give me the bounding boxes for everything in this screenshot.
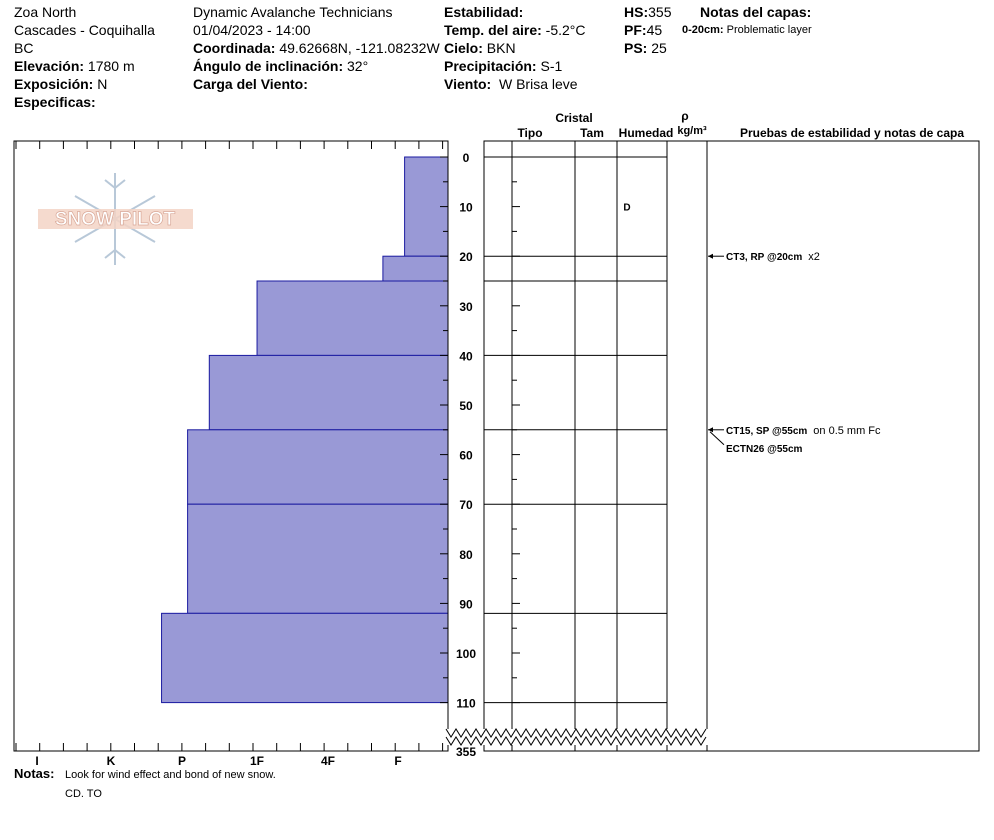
hardness-label-I: I (35, 754, 38, 768)
layer-notes-title: Notas del capas: (700, 4, 812, 20)
depth-label-70: 70 (459, 498, 473, 512)
incline-label: Ángulo de inclinación: (193, 58, 344, 74)
depth-label-40: 40 (459, 349, 473, 363)
specifics-label: Especificas: (14, 94, 96, 110)
wind-value: W Brisa leve (498, 76, 578, 92)
precip-value: S-1 (540, 58, 563, 74)
hardness-frame (13, 140, 449, 752)
air-temp-label: Temp. del aire: (444, 22, 542, 38)
hardness-label-F: F (394, 754, 401, 768)
depth-axis-labels: 0 10 20 30 40 50 60 70 80 90 100 110 355 (440, 151, 476, 759)
hardness-tick-marks (15, 141, 444, 751)
hardness-layers (161, 156, 449, 704)
wind-load-label: Carga del Viento: (193, 76, 308, 92)
sky-label: Cielo: (444, 40, 483, 56)
layer-note-range: 0-20cm: (682, 24, 724, 36)
col-rho: ρ (681, 109, 688, 123)
elevation-value: 1780 m (87, 58, 135, 74)
depth-label-50: 50 (459, 399, 473, 413)
col-humedad: Humedad (619, 126, 674, 140)
depth-label-110: 110 (456, 697, 476, 711)
hs-value: 355 (648, 4, 672, 20)
sky-value: BKN (486, 40, 516, 56)
depth-label-0: 0 (463, 151, 470, 165)
hardness-axis-labels: I K P 1F 4F F (35, 754, 401, 768)
region-name: Cascades - Coquihalla (14, 22, 155, 38)
elevation-label: Elevación: (14, 58, 85, 74)
aspect-label: Exposición: (14, 76, 94, 92)
aspect-row: Exposición: N (14, 76, 107, 92)
col-cristal: Cristal (555, 111, 592, 125)
logo-text: SNOW PILOT (55, 209, 176, 230)
ps-value: 25 (651, 40, 667, 56)
coordinates-row: Coordinada: 49.62668N, -121.08232W (193, 40, 440, 56)
notes-line-1: Look for wind effect and bond of new sno… (65, 769, 276, 781)
coordinates-label: Coordinada: (193, 40, 276, 56)
stability-test-note-0: x2 (808, 251, 820, 263)
hardness-layer-5 (187, 503, 449, 614)
air-temp-row: Temp. del aire: -5.2°C (444, 22, 586, 38)
depth-label-100: 100 (456, 647, 476, 661)
layer-note-row: 0-20cm: Problematic layer (682, 24, 812, 37)
stability-test-1: CT15, SP @55cm (726, 426, 807, 437)
depth-axis-break (445, 728, 710, 746)
hs-label: HS: (624, 4, 649, 20)
hardness-layer-1 (382, 255, 449, 282)
depth-label-30: 30 (459, 300, 473, 314)
col-tam: Tam (580, 126, 604, 140)
hardness-label-P: P (178, 754, 186, 768)
snowpilot-logo: SNOW PILOT (38, 173, 193, 265)
pf-label: PF: (624, 22, 647, 38)
hardness-label-4F: 4F (321, 754, 335, 768)
elevation-row: Elevación: 1780 m (14, 58, 135, 74)
stability-test-2: ECTN26 @55cm (726, 444, 803, 455)
layer-note-text: Problematic layer (726, 24, 812, 36)
precip-row: Precipitación: S-1 (444, 58, 562, 74)
air-temp-value: -5.2°C (545, 22, 586, 38)
hardness-label-K: K (107, 754, 116, 768)
stability-label: Estabilidad: (444, 4, 524, 20)
incline-row: Ángulo de inclinación: 32° (193, 58, 368, 74)
crystal-table: D CT3, RP @20cm x2 CT15, SP @55cm on 0.5 mm… (483, 140, 980, 752)
depth-label-10: 10 (459, 201, 473, 215)
location-name: Zoa North (14, 4, 77, 20)
notes-label: Notas: (14, 766, 55, 781)
depth-label-90: 90 (459, 597, 473, 611)
observation-datetime: 01/04/2023 - 14:00 (193, 22, 311, 38)
depth-label-60: 60 (459, 449, 473, 463)
aspect-value: N (97, 76, 108, 92)
wind-row: Viento: W Brisa leve (444, 76, 578, 92)
incline-value: 32° (347, 58, 369, 74)
wind-label: Viento: (444, 76, 492, 92)
hs-row: HS:355 (624, 4, 671, 20)
state-name: BC (14, 40, 34, 56)
col-tipo: Tipo (517, 126, 542, 140)
col-density-unit: kg/m³ (677, 125, 707, 137)
hardness-layer-3 (208, 354, 449, 431)
pf-row: PF:45 (624, 22, 662, 38)
depth-label-80: 80 (459, 548, 473, 562)
ps-row: PS: 25 (624, 40, 667, 56)
ps-label: PS: (624, 40, 648, 56)
hardness-layer-2 (256, 280, 449, 356)
notes-line-2: CD. TO (65, 788, 102, 800)
hardness-layer-6 (161, 612, 449, 704)
stability-test-note-1: on 0.5 mm Fc (813, 425, 881, 437)
observer-name: Dynamic Avalanche Technicians (193, 4, 393, 20)
sky-row: Cielo: BKN (444, 40, 516, 56)
pf-value: 45 (646, 22, 663, 38)
stability-test-0: CT3, RP @20cm (726, 252, 802, 263)
coordinates-value: 49.62668N, -121.08232W (279, 40, 440, 56)
hardness-layer-4 (187, 429, 449, 505)
depth-label-20: 20 (459, 250, 473, 264)
hardness-label-1F: 1F (250, 754, 264, 768)
moisture-value-0: D (623, 203, 630, 214)
precip-label: Precipitación: (444, 58, 537, 74)
col-tests: Pruebas de estabilidad y notas de capa (740, 126, 964, 140)
depth-break-label: 355 (456, 745, 476, 759)
